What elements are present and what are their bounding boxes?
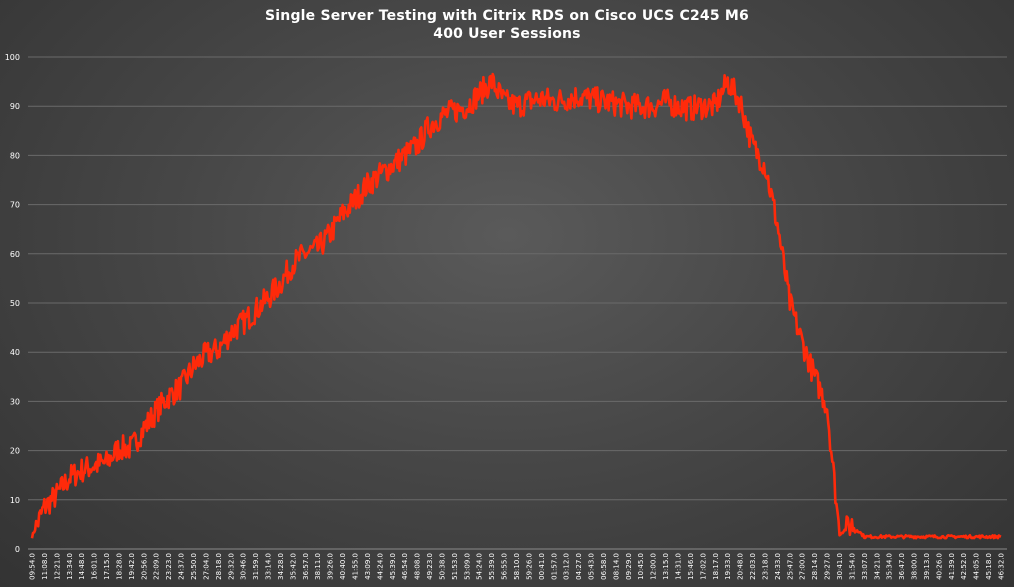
x-tick-label: 44:05.0 bbox=[973, 553, 981, 580]
x-tick-label: 58:10.0 bbox=[513, 553, 521, 580]
x-tick-label: 50:38.0 bbox=[438, 553, 446, 580]
x-tick-label: 13:15.0 bbox=[662, 553, 670, 580]
x-tick-label: 22:09.0 bbox=[153, 553, 161, 580]
x-tick-label: 19:42.0 bbox=[128, 553, 136, 580]
x-tick-label: 24:33.0 bbox=[774, 553, 782, 580]
x-tick-label: 00:41.0 bbox=[538, 553, 546, 580]
x-tick-label: 09:29.0 bbox=[625, 553, 633, 580]
x-tick-label: 27:04.0 bbox=[202, 553, 210, 580]
x-tick-label: 18:17.0 bbox=[712, 553, 720, 580]
x-tick-label: 24:37.0 bbox=[178, 553, 186, 580]
x-tick-label: 14:31.0 bbox=[675, 553, 683, 580]
x-tick-label: 29:27.0 bbox=[824, 553, 832, 580]
x-tick-label: 33:14.0 bbox=[265, 553, 273, 580]
x-tick-label: 19:33.0 bbox=[724, 553, 732, 580]
x-tick-label: 15:46.0 bbox=[687, 553, 695, 580]
x-tick-label: 04:27.0 bbox=[575, 553, 583, 580]
x-tick-label: 35:42.0 bbox=[289, 553, 297, 580]
x-tick-label: 34:28.0 bbox=[277, 553, 285, 580]
x-tick-label: 05:43.0 bbox=[588, 553, 596, 580]
x-tick-label: 43:09.0 bbox=[364, 553, 372, 580]
y-tick-label: 100 bbox=[5, 53, 20, 62]
x-tick-label: 06:58.0 bbox=[600, 553, 608, 580]
x-tick-label: 30:46.0 bbox=[240, 553, 248, 580]
x-tick-label: 20:56.0 bbox=[140, 553, 148, 580]
x-tick-label: 01:57.0 bbox=[550, 553, 558, 580]
y-tick-label: 60 bbox=[10, 250, 20, 259]
x-tick-label: 55:39.0 bbox=[488, 553, 496, 580]
x-tick-label: 30:41.0 bbox=[836, 553, 844, 580]
x-tick-label: 10:45.0 bbox=[637, 553, 645, 580]
y-tick-label: 40 bbox=[10, 348, 20, 357]
series-line bbox=[30, 72, 1002, 540]
x-tick-label: 25:50.0 bbox=[190, 553, 198, 580]
x-tick-label: 35:34.0 bbox=[886, 553, 894, 580]
x-tick-label: 03:12.0 bbox=[563, 553, 571, 580]
y-tick-label: 30 bbox=[10, 397, 20, 406]
y-tick-label: 50 bbox=[10, 299, 20, 308]
y-tick-label: 10 bbox=[10, 496, 20, 505]
x-tick-label: 42:52.0 bbox=[960, 553, 968, 580]
x-tick-label: 56:55.0 bbox=[501, 553, 509, 580]
x-tick-label: 40:26.0 bbox=[935, 553, 943, 580]
x-tick-label: 48:08.0 bbox=[414, 553, 422, 580]
y-tick-label: 0 bbox=[15, 545, 20, 554]
x-tick-label: 41:55.0 bbox=[352, 553, 360, 580]
x-tick-label: 53:09.0 bbox=[463, 553, 471, 580]
x-tick-label: 45:18.0 bbox=[985, 553, 993, 580]
x-tick-label: 39:13.0 bbox=[923, 553, 931, 580]
x-tick-label: 46:32.0 bbox=[998, 553, 1006, 580]
x-tick-label: 17:02.0 bbox=[699, 553, 707, 580]
x-tick-label: 38:00.0 bbox=[911, 553, 919, 580]
x-tick-label: 29:32.0 bbox=[227, 553, 235, 580]
x-tick-label: 13:34.0 bbox=[66, 553, 74, 580]
y-tick-label: 80 bbox=[10, 151, 20, 160]
x-tick-label: 33:07.0 bbox=[861, 553, 869, 580]
chart-subtitle: 400 User Sessions bbox=[433, 26, 581, 42]
x-tick-label: 54:24.0 bbox=[476, 553, 484, 580]
x-tick-label: 23:23.0 bbox=[165, 553, 173, 580]
x-tick-label: 38:11.0 bbox=[314, 553, 322, 580]
x-tick-label: 41:39.0 bbox=[948, 553, 956, 580]
x-tick-label: 12:00.0 bbox=[650, 553, 658, 580]
x-tick-label: 51:53.0 bbox=[451, 553, 459, 580]
x-tick-label: 36:57.0 bbox=[302, 553, 310, 580]
y-tick-label: 20 bbox=[10, 447, 20, 456]
x-tick-label: 18:28.0 bbox=[115, 553, 123, 580]
x-tick-label: 23:18.0 bbox=[761, 553, 769, 580]
x-tick-label: 16:01.0 bbox=[91, 553, 99, 580]
y-tick-label: 90 bbox=[10, 102, 20, 111]
x-tick-label: 14:48.0 bbox=[78, 553, 86, 580]
x-tick-label: 08:14.0 bbox=[612, 553, 620, 580]
x-tick-label: 25:47.0 bbox=[786, 553, 794, 580]
x-tick-label: 34:21.0 bbox=[873, 553, 881, 580]
x-tick-label: 12:21.0 bbox=[53, 553, 61, 580]
x-tick-label: 46:54.0 bbox=[401, 553, 409, 580]
x-tick-label: 17:15.0 bbox=[103, 553, 111, 580]
x-tick-label: 31:59.0 bbox=[252, 553, 260, 580]
x-tick-label: 39:26.0 bbox=[327, 553, 335, 580]
x-tick-label: 11:08.0 bbox=[41, 553, 49, 580]
x-tick-label: 20:48.0 bbox=[737, 553, 745, 580]
x-tick-label: 40:40.0 bbox=[339, 553, 347, 580]
x-tick-label: 22:03.0 bbox=[749, 553, 757, 580]
x-tick-label: 44:24.0 bbox=[376, 553, 384, 580]
x-tick-label: 28:18.0 bbox=[215, 553, 223, 580]
x-tick-label: 28:14.0 bbox=[811, 553, 819, 580]
x-tick-label: 59:26.0 bbox=[525, 553, 533, 580]
chart-title: Single Server Testing with Citrix RDS on… bbox=[265, 8, 749, 24]
x-tick-label: 27:00.0 bbox=[799, 553, 807, 580]
y-tick-label: 70 bbox=[10, 201, 20, 210]
x-tick-label: 49:23.0 bbox=[426, 553, 434, 580]
x-tick-label: 36:47.0 bbox=[898, 553, 906, 580]
x-tick-label: 31:54.0 bbox=[848, 553, 856, 580]
x-tick-label: 45:39.0 bbox=[389, 553, 397, 580]
x-tick-label: 09:54.0 bbox=[29, 553, 37, 580]
